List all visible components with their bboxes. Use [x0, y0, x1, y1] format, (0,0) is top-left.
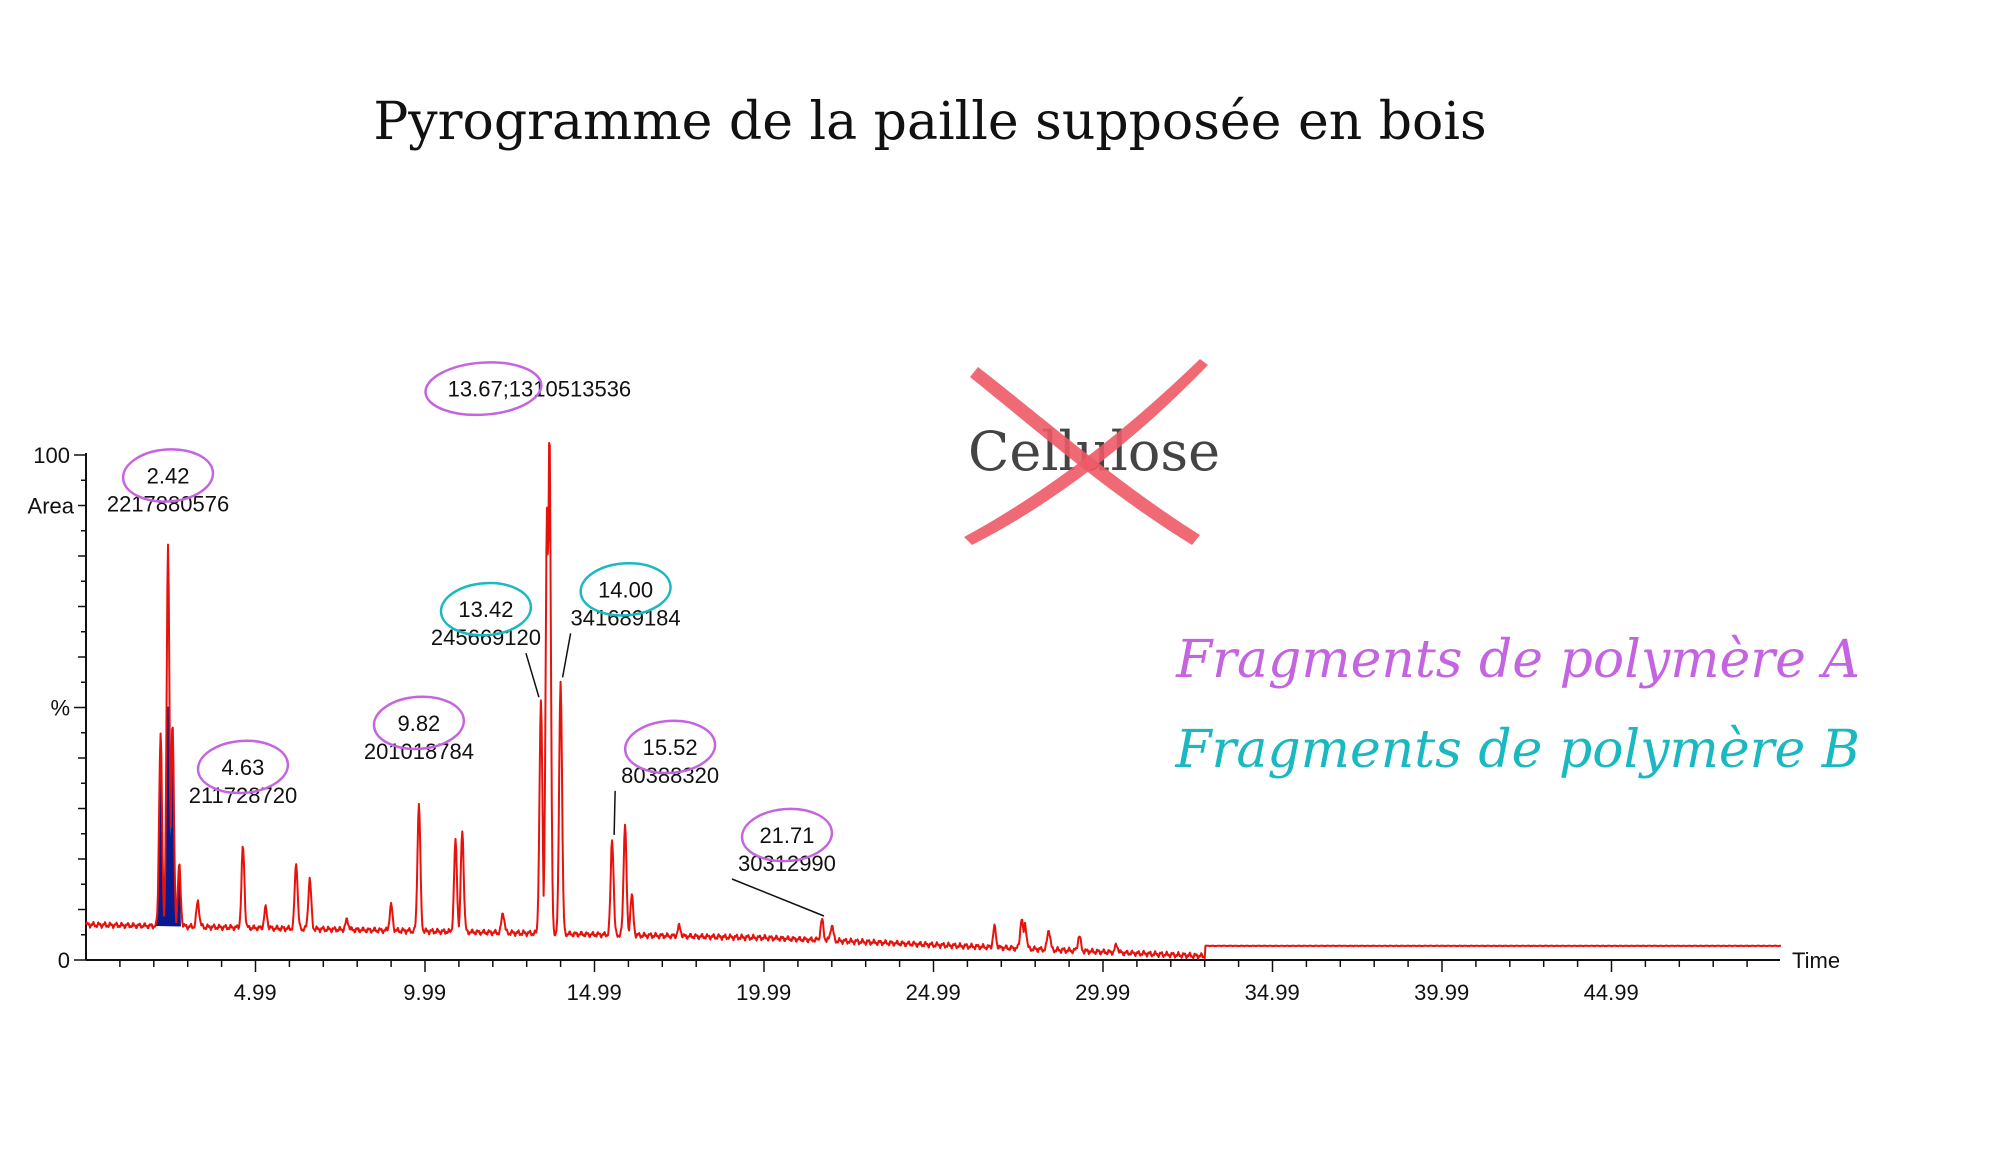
peak-time-label: 9.82 [397, 711, 440, 736]
x-tick-label: 29.99 [1075, 980, 1130, 1005]
peak-time-label: 14.00 [598, 577, 653, 602]
peak-area-label: 211728720 [189, 783, 298, 808]
peak-time-label: 2.42 [147, 463, 190, 488]
peak-area-label: 245669120 [431, 625, 541, 650]
peak-area-label: 201018784 [364, 739, 474, 764]
peak-circle [424, 361, 543, 417]
y-tick-label: 100 [33, 443, 70, 468]
legend-polymer-a: Fragments de polymère A [1176, 630, 1860, 690]
cellulose-crossed-annotation: Cellulose [960, 355, 1230, 555]
chromatogram-trace [85, 442, 1782, 960]
peak-time-label: 15.52 [643, 735, 698, 760]
peak-circle [372, 695, 466, 751]
page-title: Pyrogramme de la paille supposée en bois [373, 92, 1487, 152]
peak-leader-line [525, 652, 540, 698]
peak-leader-line [561, 633, 572, 678]
x-tick-label: 14.99 [567, 980, 622, 1005]
peak-circle [740, 807, 834, 863]
cross-out-icon [964, 359, 1208, 545]
x-tick-label: 44.99 [1584, 980, 1639, 1005]
x-tick-label: 39.99 [1414, 980, 1469, 1005]
y-tick-label: 0 [58, 948, 70, 973]
peak-time-label: 4.63 [222, 755, 265, 780]
x-tick-label: 4.99 [234, 980, 277, 1005]
peak-circle [439, 581, 533, 637]
y-axis-label-percent: % [50, 696, 70, 721]
x-axis-label: Time [1792, 948, 1840, 973]
peak-time-label: 21.71 [759, 823, 814, 848]
y-axis-label-area: Area [28, 494, 75, 519]
peak-area-label: 341689184 [571, 605, 681, 630]
x-tick-label: 19.99 [736, 980, 791, 1005]
peak-circle [579, 561, 672, 617]
peak-area-label: 2217880576 [107, 491, 229, 516]
peak-time-label: 13.42 [458, 597, 513, 622]
peak-circle [623, 719, 717, 775]
x-tick-label: 24.99 [906, 980, 961, 1005]
peak-leader-line [731, 878, 825, 917]
peak-circle [196, 739, 290, 795]
x-tick-label: 34.99 [1245, 980, 1300, 1005]
peak-leader-line [613, 790, 616, 835]
peak-circle [121, 448, 215, 503]
legend-polymer-b: Fragments de polymère B [1175, 720, 1860, 780]
x-tick-label: 9.99 [403, 980, 446, 1005]
